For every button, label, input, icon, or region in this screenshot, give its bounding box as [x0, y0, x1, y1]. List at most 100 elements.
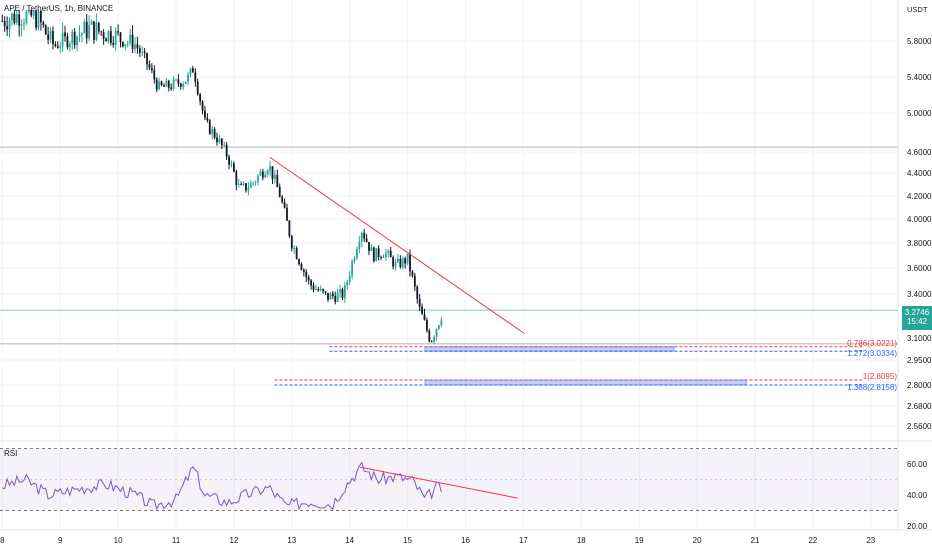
price-tick-label: 2.5600	[907, 422, 932, 431]
candle-body	[216, 137, 218, 143]
candle-body	[1, 20, 4, 22]
candle-body	[122, 41, 124, 47]
candle-body	[324, 291, 327, 293]
candle-body	[97, 22, 100, 32]
candle-body	[288, 220, 291, 237]
candle-body	[339, 289, 341, 293]
candle-body	[319, 288, 322, 291]
candle-body	[341, 289, 344, 298]
rsi-tick-label: 40.00	[907, 491, 928, 500]
candle-body	[392, 257, 395, 267]
candle-body	[204, 110, 206, 118]
candle-body	[394, 261, 397, 267]
candle-body	[95, 22, 98, 40]
candle-body	[360, 232, 363, 242]
candle-body	[88, 24, 91, 39]
time-tick-label: 11	[172, 536, 181, 545]
candle-body	[356, 249, 358, 259]
candle-body	[165, 80, 168, 87]
time-tick-label: 18	[577, 536, 586, 545]
time-tick-label: 13	[287, 536, 296, 545]
price-tick-label: 2.6800	[907, 402, 932, 411]
candle-body	[83, 21, 86, 34]
candle-body	[404, 258, 407, 264]
fib-zone	[424, 346, 675, 352]
candle-body	[307, 277, 310, 281]
candle-body	[327, 292, 329, 300]
candle-body	[305, 271, 308, 278]
candle-body	[375, 248, 378, 262]
candle-body	[334, 295, 337, 302]
candle-body	[76, 36, 78, 46]
candle-body	[397, 258, 399, 262]
candle-body	[266, 170, 269, 175]
candle-body	[438, 325, 440, 329]
candle-body	[179, 83, 182, 87]
candle-body	[150, 67, 153, 71]
candle-body	[170, 87, 173, 89]
candle-body	[199, 94, 202, 102]
candle-body	[290, 236, 293, 249]
candle-body	[310, 280, 312, 286]
time-tick-label: 14	[345, 536, 354, 545]
candle-body	[129, 34, 132, 44]
candle-body	[44, 25, 47, 35]
fib-label: 0.786(3.0221)	[847, 339, 897, 348]
time-tick-label: 20	[693, 536, 702, 545]
candle-body	[158, 81, 161, 90]
candle-body	[56, 45, 59, 48]
candle-body	[233, 163, 235, 172]
candle-body	[13, 13, 16, 24]
price-tick-label: 5.4000	[907, 73, 932, 82]
candle-body	[237, 184, 240, 185]
candle-body	[146, 53, 148, 65]
currency-unit: USDT	[907, 5, 928, 14]
interval-label[interactable]: 1h	[64, 4, 74, 13]
candle-body	[66, 36, 69, 48]
candle-body	[254, 181, 257, 183]
candle-body	[382, 257, 385, 258]
price-tick-label: 4.0000	[907, 215, 932, 224]
candle-body	[377, 248, 380, 257]
candle-body	[245, 183, 247, 191]
candle-body	[271, 166, 274, 179]
candle-body	[264, 174, 267, 178]
candle-body	[134, 44, 136, 49]
candle-body	[52, 31, 54, 45]
candle-body	[78, 34, 81, 37]
candle-body	[281, 197, 284, 203]
price-tick-label: 2.9500	[907, 356, 932, 365]
candle-body	[206, 117, 209, 121]
candle-body	[423, 314, 426, 320]
candle-body	[143, 51, 146, 54]
candle-body	[240, 184, 243, 185]
candle-body	[329, 293, 332, 300]
candle-body	[242, 183, 245, 185]
last-price-value: 3.2746	[904, 308, 930, 317]
candle-body	[47, 34, 50, 40]
candle-body	[105, 38, 107, 42]
candle-body	[40, 11, 42, 23]
candle-body	[172, 79, 175, 89]
symbol-label[interactable]: APE / TetherUS	[4, 4, 60, 13]
candle-body	[93, 21, 95, 40]
candle-body	[413, 275, 416, 287]
price-tick-label: 3.4000	[907, 290, 932, 299]
candle-body	[343, 285, 346, 298]
candle-body	[274, 174, 276, 179]
header-sep-1: ,	[59, 4, 65, 13]
rsi-trendline	[360, 466, 518, 499]
candle-body	[148, 64, 151, 68]
candle-body	[213, 129, 216, 138]
candle-body	[363, 232, 366, 239]
candle-body	[27, 10, 30, 12]
candle-body	[387, 250, 390, 253]
price-tick-label: 3.8000	[907, 239, 932, 248]
candle-body	[348, 275, 351, 282]
candle-body	[182, 83, 185, 87]
candle-body	[365, 238, 368, 242]
candle-body	[300, 263, 303, 270]
time-tick-label: 23	[866, 536, 875, 545]
